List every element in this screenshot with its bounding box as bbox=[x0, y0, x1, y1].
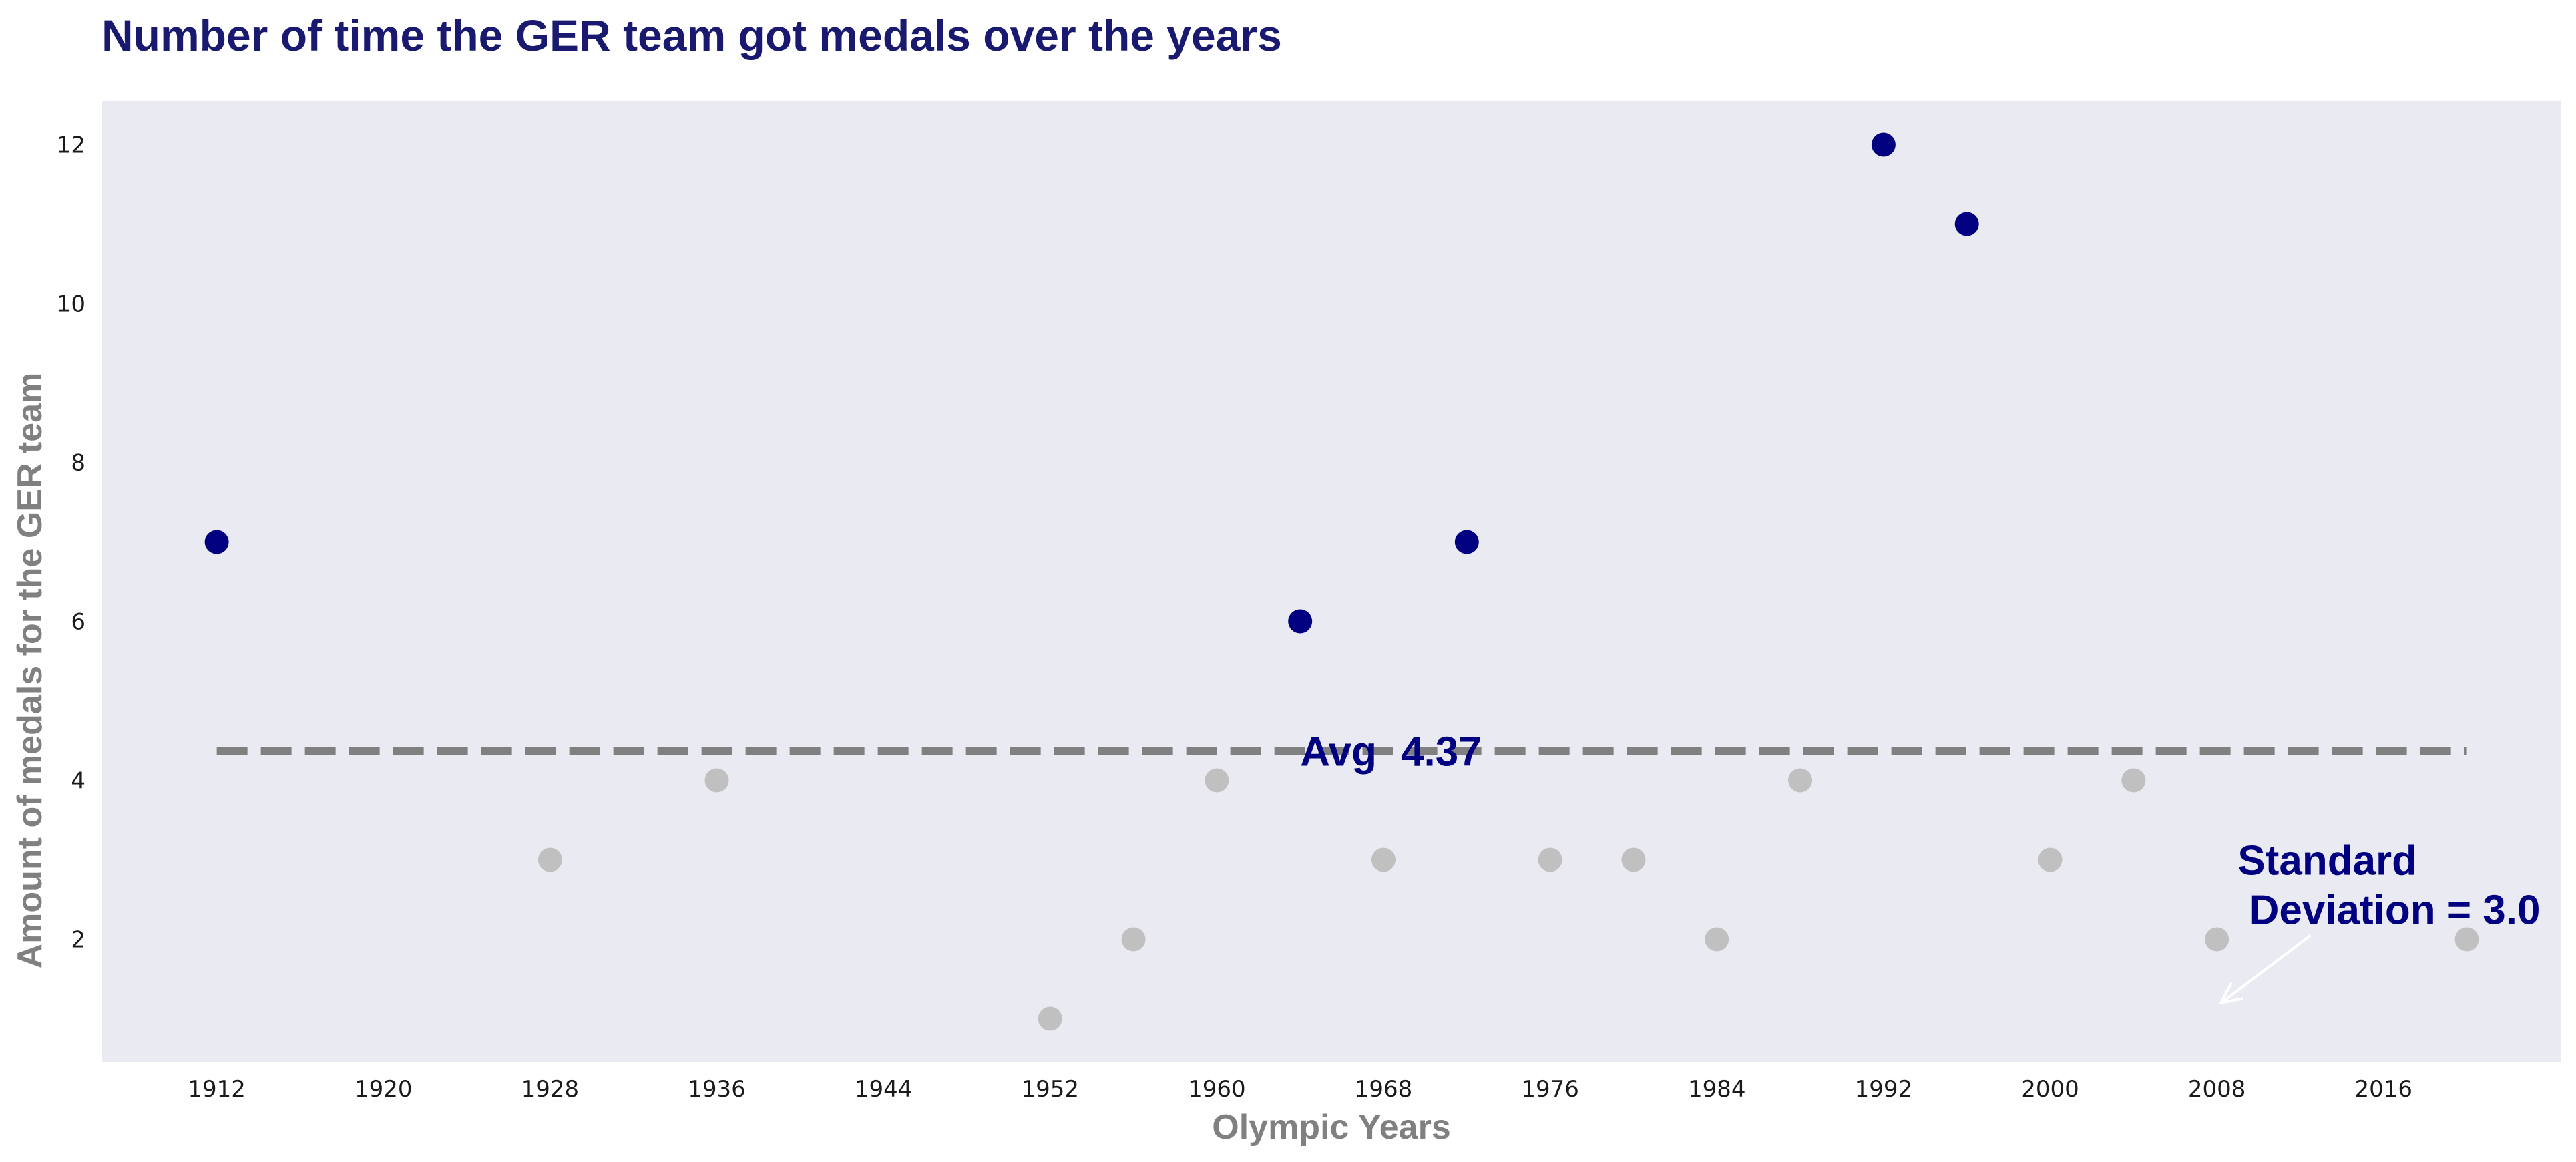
y-tick-label: 4 bbox=[71, 768, 85, 795]
data-point bbox=[1205, 768, 1229, 793]
x-tick-label: 1944 bbox=[855, 1076, 913, 1103]
data-point bbox=[1371, 847, 1396, 872]
y-axis-label: Amount of medals for the GER team bbox=[11, 373, 49, 969]
y-tick-label: 12 bbox=[57, 132, 85, 158]
data-point bbox=[1288, 609, 1313, 634]
x-tick-label: 1936 bbox=[688, 1076, 746, 1103]
x-tick-label: 1976 bbox=[1521, 1076, 1579, 1103]
y-tick-label: 2 bbox=[71, 927, 85, 954]
data-point bbox=[538, 847, 562, 872]
data-point bbox=[2454, 927, 2479, 952]
std-deviation-line: Deviation = 3.0 bbox=[2237, 888, 2540, 934]
std-arrow-head bbox=[2218, 982, 2244, 1005]
data-point bbox=[2038, 847, 2063, 872]
x-tick-label: 1928 bbox=[521, 1076, 580, 1103]
average-label: Avg 4.37 bbox=[1300, 729, 1481, 775]
x-tick-label: 1992 bbox=[1855, 1076, 1913, 1103]
x-tick-label: 2016 bbox=[2355, 1076, 2413, 1103]
std-deviation-line: Standard bbox=[2237, 838, 2417, 884]
chart-title: Number of time the GER team got medals o… bbox=[101, 11, 1282, 60]
average-label-value: 4.37 bbox=[1401, 729, 1482, 775]
y-tick-label: 10 bbox=[57, 290, 85, 317]
x-tick-label: 1984 bbox=[1688, 1076, 1746, 1103]
plot-area bbox=[102, 101, 2561, 1062]
annotation-layer: Standard Deviation = 3.0 bbox=[2218, 838, 2540, 1005]
x-tick-label: 1960 bbox=[1188, 1076, 1246, 1103]
y-tick-label: 6 bbox=[71, 609, 85, 636]
data-point bbox=[204, 530, 229, 554]
y-tick-label: 8 bbox=[71, 449, 85, 476]
data-point bbox=[2205, 927, 2229, 952]
data-point bbox=[704, 768, 729, 793]
x-tick-label: 2008 bbox=[2188, 1076, 2246, 1103]
data-point bbox=[1038, 1006, 1062, 1031]
data-point bbox=[1705, 927, 1729, 952]
data-point bbox=[1538, 847, 1562, 872]
data-point bbox=[1871, 132, 1896, 157]
x-axis-label: Olympic Years bbox=[1212, 1108, 1451, 1147]
points-layer bbox=[204, 132, 2479, 1031]
std-arrow-line bbox=[2220, 934, 2312, 1004]
data-point bbox=[1621, 847, 1646, 872]
x-tick-label: 1968 bbox=[1355, 1076, 1413, 1103]
x-axis-ticks: 1912 1920 1928 1936 1944 1952 1960 1968 1976 1984… bbox=[188, 1076, 2412, 1103]
data-point bbox=[1454, 530, 1479, 554]
data-point bbox=[1954, 212, 1979, 236]
data-point bbox=[1788, 768, 1813, 793]
x-tick-label: 1952 bbox=[1021, 1076, 1079, 1103]
average-label-prefix: Avg bbox=[1300, 729, 1377, 775]
x-tick-label: 1920 bbox=[355, 1076, 413, 1103]
std-deviation-label: Standard Deviation = 3.0 bbox=[2237, 838, 2540, 934]
data-point bbox=[1121, 927, 1146, 952]
y-axis-ticks: 2 4 6 8 10 12 bbox=[57, 132, 85, 953]
x-tick-label: 1912 bbox=[188, 1076, 246, 1103]
x-tick-label: 2000 bbox=[2021, 1076, 2079, 1103]
data-point bbox=[2121, 768, 2146, 793]
